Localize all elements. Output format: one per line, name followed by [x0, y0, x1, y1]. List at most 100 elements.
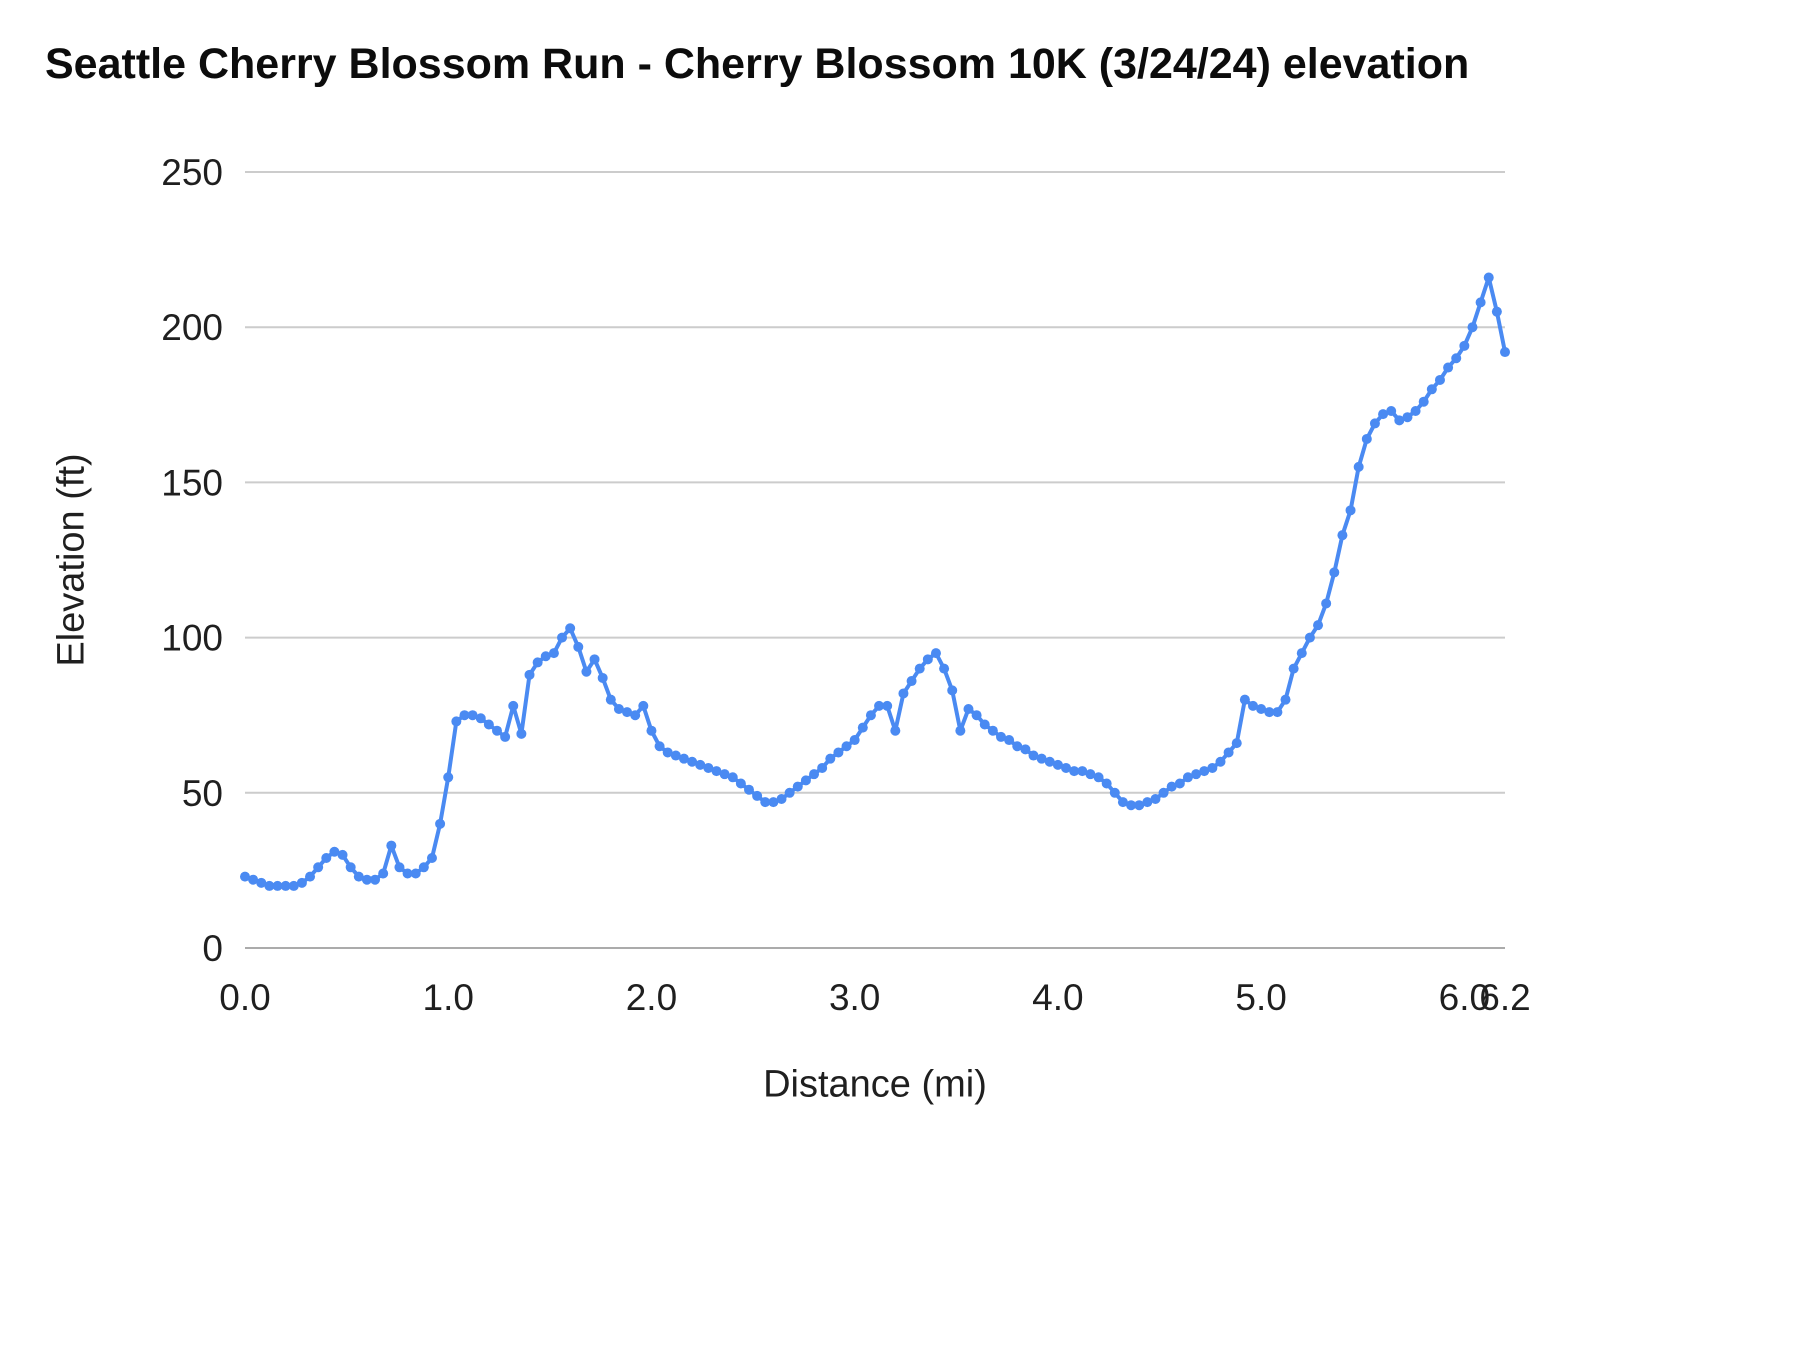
elevation-point: [1158, 787, 1169, 798]
elevation-point: [1256, 703, 1267, 714]
elevation-point: [662, 747, 673, 758]
elevation-point: [622, 707, 633, 718]
x-tick-label: 2.0: [626, 977, 677, 1018]
elevation-point: [1418, 396, 1429, 407]
elevation-point: [370, 874, 381, 885]
elevation-point: [646, 725, 657, 736]
elevation-point: [597, 672, 608, 683]
elevation-point: [1231, 738, 1242, 749]
elevation-point: [516, 728, 527, 739]
elevation-point: [1451, 353, 1462, 364]
elevation-point: [744, 784, 754, 795]
elevation-point: [467, 710, 478, 721]
elevation-point: [1182, 772, 1193, 783]
elevation-point: [809, 769, 820, 780]
x-axis-title: Distance (mi): [763, 1063, 987, 1106]
elevation-point: [1272, 707, 1283, 718]
elevation-point: [492, 725, 502, 736]
x-tick-label: 6.2: [1479, 977, 1530, 1018]
elevation-point: [898, 688, 909, 699]
elevation-point: [752, 790, 763, 801]
elevation-point: [865, 710, 876, 721]
elevation-point: [930, 648, 941, 659]
elevation-point: [825, 753, 836, 764]
elevation-point: [1500, 347, 1510, 358]
elevation-point: [1386, 406, 1397, 417]
elevation-point: [654, 741, 665, 752]
elevation-point: [1353, 461, 1364, 472]
elevation-point: [313, 862, 324, 873]
elevation-point: [857, 722, 868, 733]
elevation-point: [1313, 620, 1324, 631]
elevation-point: [800, 775, 811, 786]
elevation-point: [524, 669, 535, 680]
elevation-point: [1199, 766, 1210, 777]
elevation-point: [906, 676, 917, 687]
elevation-point: [1361, 433, 1372, 444]
elevation-point: [532, 657, 543, 668]
elevation-point: [817, 762, 828, 773]
elevation-point: [833, 747, 844, 758]
elevation-point: [410, 868, 421, 879]
elevation-series-line: [243, 275, 1507, 888]
elevation-point: [483, 719, 494, 730]
elevation-point: [630, 710, 641, 721]
elevation-point: [264, 880, 275, 891]
elevation-point: [581, 666, 592, 677]
elevation-point: [1191, 769, 1202, 780]
elevation-point: [321, 852, 332, 863]
elevation-point: [1012, 741, 1023, 752]
x-tick-label: 0.0: [219, 977, 270, 1018]
y-tick-label: 250: [161, 152, 223, 193]
elevation-point: [1028, 750, 1039, 761]
elevation-point: [1036, 753, 1047, 764]
elevation-point: [1483, 272, 1494, 283]
elevation-point: [1491, 306, 1502, 317]
elevation-point: [760, 797, 771, 808]
elevation-point: [1410, 406, 1421, 417]
elevation-point: [687, 756, 698, 767]
elevation-point: [1215, 756, 1226, 767]
elevation-point: [841, 741, 852, 752]
elevation-point: [613, 703, 624, 714]
elevation-point: [1150, 794, 1161, 805]
elevation-point: [922, 654, 933, 665]
elevation-point: [573, 641, 584, 652]
elevation-point: [703, 762, 714, 773]
elevation-point: [1329, 567, 1340, 578]
x-tick-label: 3.0: [829, 977, 880, 1018]
elevation-point: [874, 700, 885, 711]
elevation-point: [711, 766, 722, 777]
elevation-point: [451, 716, 462, 727]
elevation-point: [240, 871, 250, 882]
elevation-point: [1117, 797, 1128, 808]
elevation-point: [1426, 384, 1437, 395]
elevation-point: [280, 880, 291, 891]
elevation-point: [638, 700, 649, 711]
elevation-point: [996, 731, 1006, 742]
elevation-point: [361, 874, 372, 885]
x-tick-label: 5.0: [1235, 977, 1286, 1018]
elevation-point: [727, 772, 738, 783]
elevation-point: [1109, 787, 1120, 798]
elevation-point: [987, 725, 998, 736]
elevation-point: [776, 794, 787, 805]
elevation-point: [1239, 694, 1250, 705]
elevation-point: [565, 623, 576, 634]
elevation-point: [272, 880, 283, 891]
elevation-point: [1296, 648, 1307, 659]
elevation-point: [735, 778, 746, 789]
elevation-point: [670, 750, 681, 761]
elevation-point: [947, 685, 958, 696]
elevation-point: [1443, 362, 1454, 373]
elevation-point: [1093, 772, 1104, 783]
x-tick-label: 6.0: [1439, 977, 1490, 1018]
elevation-point: [1223, 747, 1234, 758]
elevation-point: [459, 710, 470, 721]
elevation-point: [337, 849, 348, 860]
elevation-point: [256, 877, 267, 888]
elevation-point: [955, 725, 966, 736]
y-tick-label: 200: [161, 307, 223, 348]
elevation-point: [1052, 759, 1063, 770]
elevation-point: [1369, 418, 1380, 429]
